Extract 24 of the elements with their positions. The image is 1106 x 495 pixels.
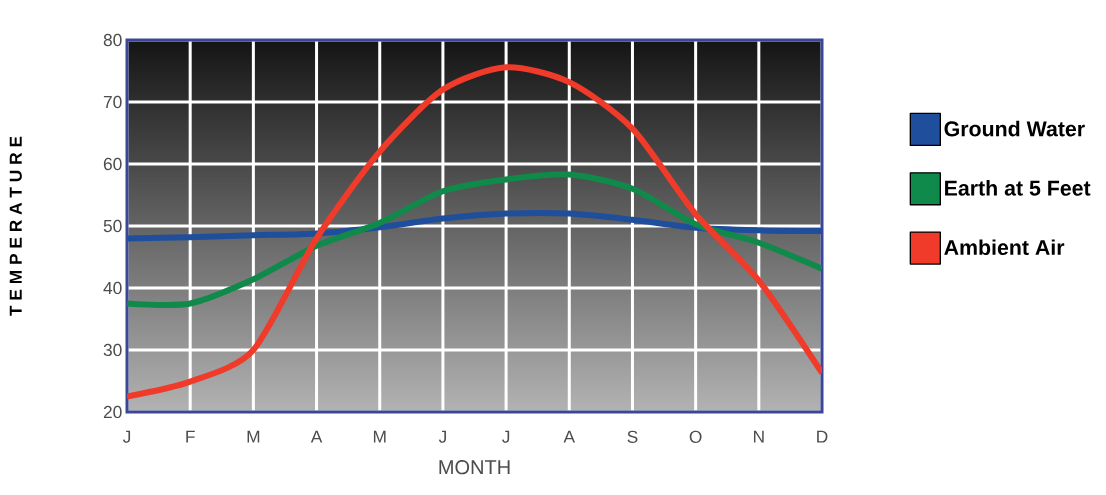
x-tick-label: F bbox=[186, 430, 195, 443]
y-tick-label: 20 bbox=[103, 405, 122, 419]
x-tick-label: M bbox=[373, 430, 386, 443]
x-tick-label: N bbox=[753, 430, 764, 443]
legend-label: Ambient Air bbox=[944, 239, 1065, 256]
y-tick-label: 70 bbox=[103, 95, 122, 109]
y-tick-label: 80 bbox=[103, 33, 122, 47]
x-tick-label: D bbox=[817, 430, 828, 443]
x-tick-label: A bbox=[563, 430, 576, 443]
x-tick-label: A bbox=[310, 430, 323, 443]
x-tick-label: J bbox=[438, 430, 446, 443]
y-tick-label: 60 bbox=[103, 157, 122, 171]
x-tick-label: S bbox=[627, 430, 638, 443]
x-tick-label: O bbox=[689, 430, 702, 443]
x-tick-label: J bbox=[502, 430, 510, 443]
y-axis-title: T E M P E R A T U R E bbox=[9, 136, 22, 316]
y-tick-label: 30 bbox=[103, 343, 122, 357]
legend-label: Ground Water bbox=[944, 120, 1085, 137]
y-tick-label: 40 bbox=[103, 281, 122, 295]
x-tick-label: M bbox=[247, 430, 260, 443]
x-axis-title: MONTH bbox=[439, 460, 510, 475]
legend-label: Earth at 5 Feet bbox=[945, 180, 1091, 196]
x-tick-label: J bbox=[122, 430, 131, 443]
y-tick-label: 50 bbox=[103, 219, 122, 233]
